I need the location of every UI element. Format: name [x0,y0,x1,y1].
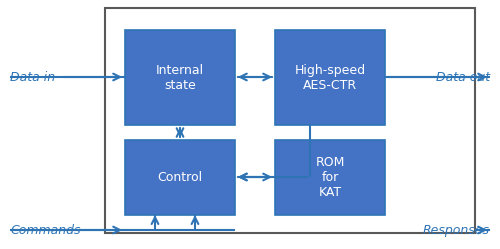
Bar [105,8,475,233]
Text: ROM
for
KAT: ROM for KAT [316,156,344,199]
Bar [275,30,385,125]
Text: High-speed
AES-CTR: High-speed AES-CTR [294,63,366,91]
Bar [275,140,385,215]
Text: Data out: Data out [436,70,490,83]
Text: Responses: Responses [423,224,490,237]
Bar [125,30,235,125]
Text: Control: Control [158,171,202,184]
Bar [125,140,235,215]
Text: Data in: Data in [10,70,55,83]
Text: Internal
state: Internal state [156,63,204,91]
Text: Commands: Commands [10,224,80,237]
